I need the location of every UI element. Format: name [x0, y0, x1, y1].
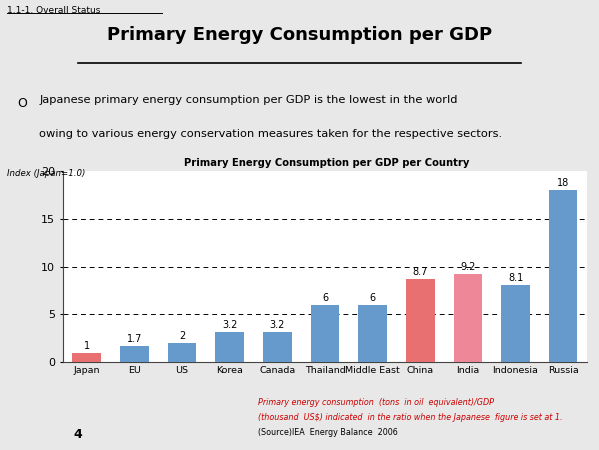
Text: 9.2: 9.2	[460, 262, 476, 272]
Text: Japanese primary energy consumption per GDP is the lowest in the world: Japanese primary energy consumption per …	[40, 95, 458, 105]
Text: 18: 18	[557, 178, 569, 188]
Bar	[311, 305, 339, 362]
Bar	[120, 346, 149, 362]
Bar	[406, 279, 434, 362]
Text: Primary energy consumption  (tons  in oil  equivalent)/GDP: Primary energy consumption (tons in oil …	[258, 398, 494, 407]
Bar	[501, 285, 530, 362]
Bar	[358, 305, 387, 362]
Text: (Source)IEA  Energy Balance  2006: (Source)IEA Energy Balance 2006	[258, 428, 397, 437]
Text: Primary Energy Consumption per GDP: Primary Energy Consumption per GDP	[107, 26, 492, 44]
Bar	[549, 190, 577, 362]
Bar	[168, 343, 196, 362]
Text: owing to various energy conservation measures taken for the respective sectors.: owing to various energy conservation mea…	[40, 129, 503, 139]
Text: 2: 2	[179, 331, 185, 341]
Text: 1.1-1. Overall Status: 1.1-1. Overall Status	[7, 6, 101, 15]
Bar	[263, 332, 292, 362]
Text: 1: 1	[84, 341, 90, 351]
Text: O: O	[18, 97, 28, 110]
Text: 6: 6	[370, 293, 376, 303]
Text: (thousand  US$) indicated  in the ratio when the Japanese  figure is set at 1.: (thousand US$) indicated in the ratio wh…	[258, 413, 562, 422]
Text: 6: 6	[322, 293, 328, 303]
Bar	[216, 332, 244, 362]
Text: 8.1: 8.1	[508, 273, 523, 283]
Bar	[453, 274, 482, 362]
Text: 3.2: 3.2	[222, 320, 237, 330]
Text: Index (Japan=1.0): Index (Japan=1.0)	[7, 169, 86, 178]
Text: 8.7: 8.7	[413, 267, 428, 277]
Text: Primary Energy Consumption per GDP per Country: Primary Energy Consumption per GDP per C…	[184, 158, 469, 168]
Text: 1.7: 1.7	[126, 334, 142, 344]
Bar	[72, 353, 101, 362]
Text: 4: 4	[74, 428, 82, 441]
Text: 3.2: 3.2	[270, 320, 285, 330]
